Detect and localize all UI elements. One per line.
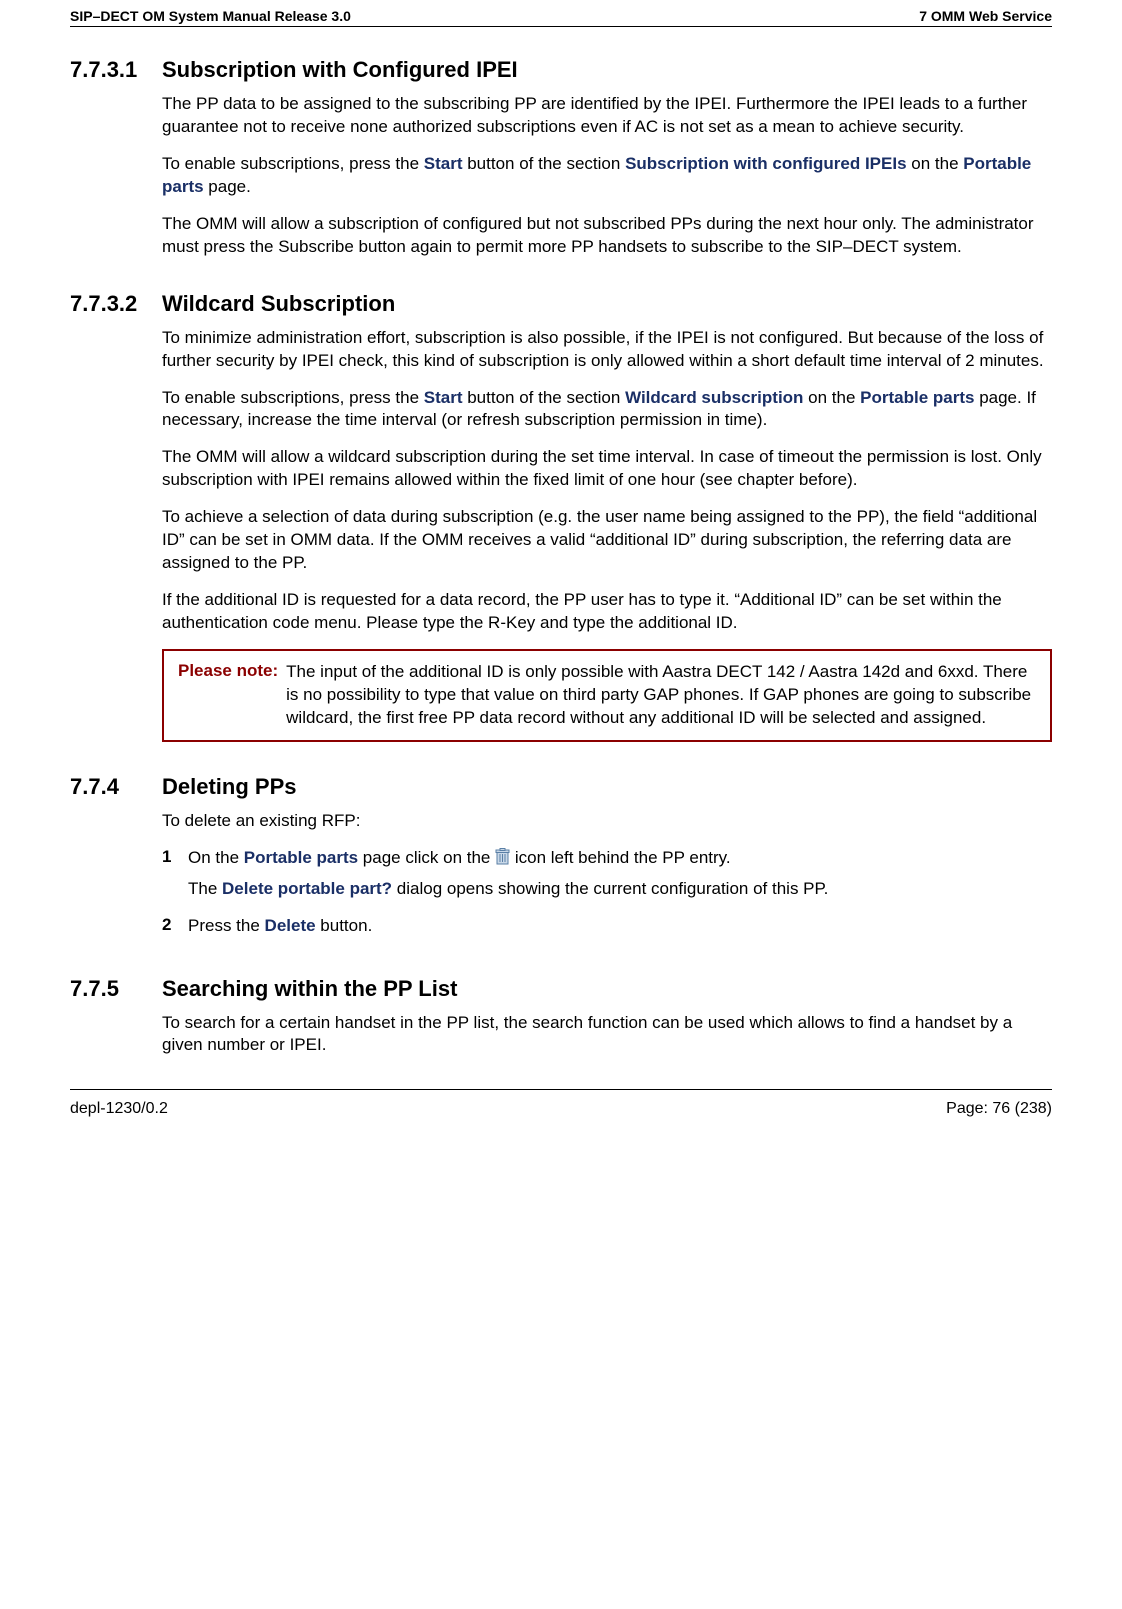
step-body: On the Portable parts page click on the … <box>188 847 828 907</box>
heading-number: 7.7.3.2 <box>70 291 162 317</box>
footer-left: depl-1230/0.2 <box>70 1100 168 1118</box>
paragraph: To minimize administration effort, subsc… <box>162 327 1052 373</box>
step-body: Press the Delete button. <box>188 915 372 944</box>
heading-title: Searching within the PP List <box>162 976 457 1002</box>
text: The <box>188 879 222 898</box>
ui-ref-section: Wildcard subscription <box>625 388 803 407</box>
step-line: Press the Delete button. <box>188 915 372 938</box>
ui-ref-start: Start <box>424 154 463 173</box>
text: To enable subscriptions, press the <box>162 154 424 173</box>
paragraph: The OMM will allow a wildcard subscripti… <box>162 446 1052 492</box>
page-header: SIP–DECT OM System Manual Release 3.0 7 … <box>70 0 1052 27</box>
paragraph: The OMM will allow a subscription of con… <box>162 213 1052 259</box>
section-7-7-5: 7.7.5 Searching within the PP List To se… <box>70 976 1052 1058</box>
ui-ref-dialog: Delete portable part? <box>222 879 392 898</box>
section-7-7-4: 7.7.4 Deleting PPs To delete an existing… <box>70 774 1052 944</box>
step-number: 1 <box>162 847 188 907</box>
heading-title: Deleting PPs <box>162 774 296 800</box>
trash-icon <box>495 848 510 872</box>
paragraph: The PP data to be assigned to the subscr… <box>162 93 1052 139</box>
section-7-7-3-2: 7.7.3.2 Wildcard Subscription To minimiz… <box>70 291 1052 742</box>
text: On the <box>188 848 244 867</box>
heading-number: 7.7.5 <box>70 976 162 1002</box>
ui-ref-page: Portable parts <box>244 848 358 867</box>
text: button of the section <box>463 388 626 407</box>
text: dialog opens showing the current configu… <box>392 879 828 898</box>
text: page click on the <box>358 848 495 867</box>
page-footer: depl-1230/0.2 Page: 76 (238) <box>70 1090 1052 1132</box>
text: button of the section <box>463 154 626 173</box>
paragraph: If the additional ID is requested for a … <box>162 589 1052 635</box>
note-box: Please note: The input of the additional… <box>162 649 1052 742</box>
note-label: Please note: <box>178 661 286 730</box>
heading-title: Subscription with Configured IPEI <box>162 57 518 83</box>
heading-number: 7.7.4 <box>70 774 162 800</box>
paragraph: To enable subscriptions, press the Start… <box>162 153 1052 199</box>
step-line: The Delete portable part? dialog opens s… <box>188 878 828 901</box>
paragraph: To enable subscriptions, press the Start… <box>162 387 1052 433</box>
ui-ref-section: Subscription with configured IPEIs <box>625 154 906 173</box>
paragraph: To search for a certain handset in the P… <box>162 1012 1052 1058</box>
heading-number: 7.7.3.1 <box>70 57 162 83</box>
section-body: To search for a certain handset in the P… <box>162 1012 1052 1058</box>
text: icon left behind the PP entry. <box>510 848 731 867</box>
step-2: 2 Press the Delete button. <box>162 915 1052 944</box>
text: on the <box>907 154 964 173</box>
text: To enable subscriptions, press the <box>162 388 424 407</box>
step-line: On the Portable parts page click on the … <box>188 847 828 872</box>
heading-row: 7.7.4 Deleting PPs <box>70 774 1052 800</box>
heading-row: 7.7.5 Searching within the PP List <box>70 976 1052 1002</box>
ui-ref-page: Portable parts <box>860 388 974 407</box>
heading-title: Wildcard Subscription <box>162 291 395 317</box>
footer-right: Page: 76 (238) <box>946 1100 1052 1118</box>
heading-row: 7.7.3.1 Subscription with Configured IPE… <box>70 57 1052 83</box>
ui-ref-start: Start <box>424 388 463 407</box>
note-text: The input of the additional ID is only p… <box>286 661 1036 730</box>
section-body: To minimize administration effort, subsc… <box>162 327 1052 742</box>
header-right: 7 OMM Web Service <box>919 8 1052 24</box>
text: button. <box>316 916 373 935</box>
paragraph: To delete an existing RFP: <box>162 810 1052 833</box>
header-left: SIP–DECT OM System Manual Release 3.0 <box>70 8 351 24</box>
paragraph: To achieve a selection of data during su… <box>162 506 1052 575</box>
ui-ref-button: Delete <box>265 916 316 935</box>
section-body: To delete an existing RFP: 1 On the Port… <box>162 810 1052 944</box>
text: page. <box>204 177 251 196</box>
text: Press the <box>188 916 265 935</box>
step-1: 1 On the Portable parts page click on th… <box>162 847 1052 907</box>
step-number: 2 <box>162 915 188 944</box>
section-body: The PP data to be assigned to the subscr… <box>162 93 1052 259</box>
text: on the <box>803 388 860 407</box>
heading-row: 7.7.3.2 Wildcard Subscription <box>70 291 1052 317</box>
section-7-7-3-1: 7.7.3.1 Subscription with Configured IPE… <box>70 57 1052 259</box>
